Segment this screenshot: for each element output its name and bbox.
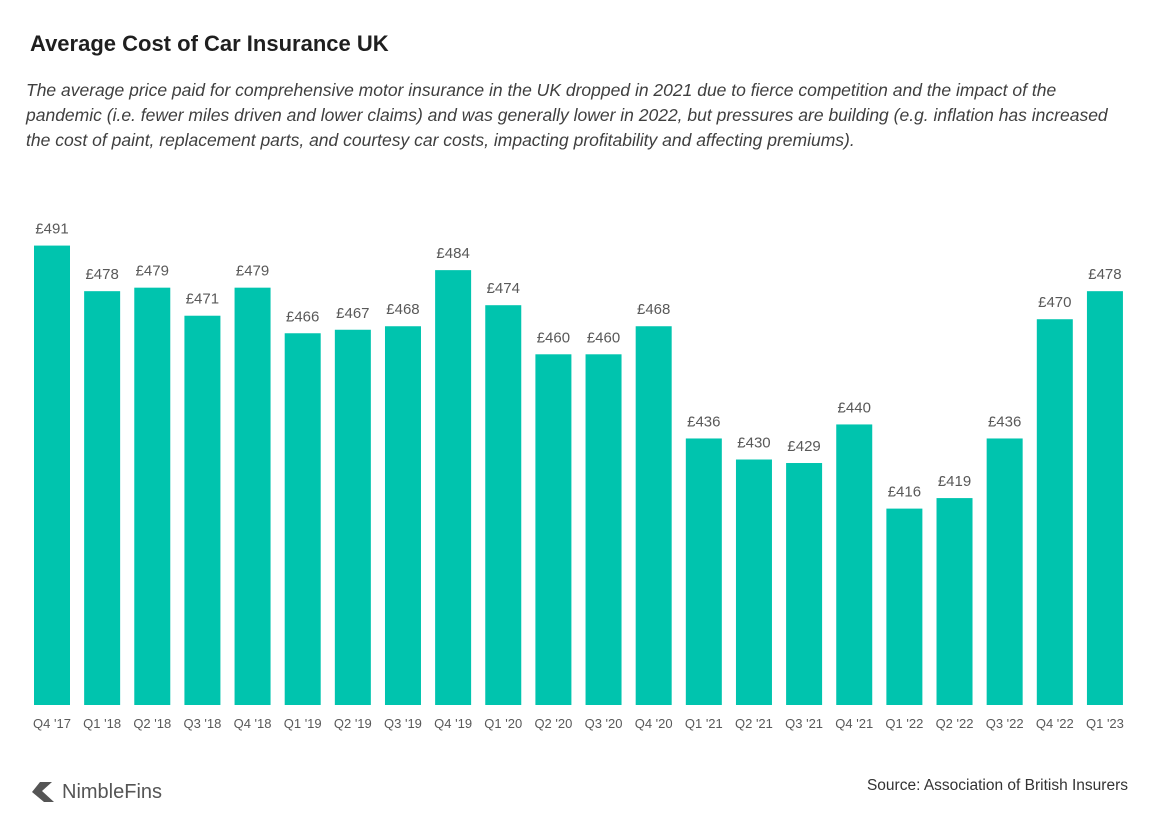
x-tick-label: Q4 '18 — [234, 716, 272, 731]
data-label: £484 — [436, 245, 469, 262]
bar — [284, 333, 321, 705]
data-label: £470 — [1038, 294, 1071, 311]
data-label: £416 — [888, 484, 921, 501]
x-tick-label: Q3 '19 — [384, 716, 422, 731]
x-tick-label: Q1 '22 — [885, 716, 923, 731]
data-label: £436 — [687, 413, 720, 430]
x-tick-label: Q1 '20 — [484, 716, 522, 731]
data-label: £429 — [787, 438, 820, 455]
bar — [936, 498, 973, 705]
bar — [184, 315, 221, 705]
x-tick-label: Q2 '22 — [936, 716, 974, 731]
data-label: £468 — [386, 301, 419, 318]
data-label: £430 — [737, 435, 770, 452]
bar — [435, 270, 472, 705]
bar — [535, 354, 572, 705]
bar — [786, 463, 823, 705]
bar — [585, 354, 622, 705]
bar — [84, 291, 121, 705]
x-tick-label: Q2 '19 — [334, 716, 372, 731]
x-tick-label: Q3 '20 — [585, 716, 623, 731]
bar — [234, 287, 271, 705]
data-label: £474 — [487, 280, 520, 297]
data-label: £460 — [537, 329, 570, 346]
data-label: £436 — [988, 413, 1021, 430]
bar — [384, 326, 421, 705]
bar — [685, 438, 722, 705]
chevron-left-logo-icon — [32, 782, 54, 802]
x-tick-label: Q2 '21 — [735, 716, 773, 731]
bar — [134, 287, 171, 705]
chart-subtitle: The average price paid for comprehensive… — [26, 80, 1108, 150]
source-note: Source: Association of British Insurers — [866, 777, 1128, 794]
data-label: £460 — [587, 329, 620, 346]
bar-chart: £491 Q4 '17 £478 Q1 '18 £479 Q2 '18 £471 Q3 '18… — [33, 221, 1124, 731]
bar — [1036, 319, 1073, 705]
bar — [635, 326, 672, 705]
x-tick-label: Q2 '18 — [133, 716, 171, 731]
data-label: £471 — [186, 291, 219, 308]
x-tick-label: Q1 '19 — [284, 716, 322, 731]
data-label: £491 — [35, 221, 68, 238]
x-tick-label: Q3 '18 — [183, 716, 221, 731]
nimblefins-logo: NimbleFins — [30, 780, 162, 804]
data-label: £467 — [336, 305, 369, 322]
x-tick-label: Q1 '21 — [685, 716, 723, 731]
data-label: £466 — [286, 308, 319, 325]
x-tick-label: Q2 '20 — [534, 716, 572, 731]
bar — [836, 424, 873, 705]
x-tick-label: Q4 '21 — [835, 716, 873, 731]
data-label: £479 — [236, 263, 269, 280]
bar — [1086, 291, 1123, 705]
data-label: £478 — [85, 266, 118, 283]
bar — [485, 305, 522, 705]
x-tick-label: Q3 '22 — [986, 716, 1024, 731]
x-tick-label: Q1 '18 — [83, 716, 121, 731]
data-label: £440 — [838, 399, 871, 416]
bar — [886, 508, 923, 705]
bar — [986, 438, 1023, 705]
data-label: £479 — [136, 263, 169, 280]
x-tick-label: Q4 '17 — [33, 716, 71, 731]
x-tick-label: Q4 '22 — [1036, 716, 1074, 731]
bar — [334, 329, 371, 705]
chart-title: Average Cost of Car Insurance UK — [30, 31, 389, 56]
logo-text: NimbleFins — [62, 780, 163, 803]
data-label: £468 — [637, 301, 670, 318]
bar — [735, 459, 772, 705]
x-tick-label: Q3 '21 — [785, 716, 823, 731]
x-tick-label: Q4 '20 — [635, 716, 673, 731]
data-label: £478 — [1088, 266, 1121, 283]
x-tick-label: Q1 '23 — [1086, 716, 1124, 731]
data-label: £419 — [938, 473, 971, 490]
bar — [34, 245, 70, 705]
x-tick-label: Q4 '19 — [434, 716, 472, 731]
